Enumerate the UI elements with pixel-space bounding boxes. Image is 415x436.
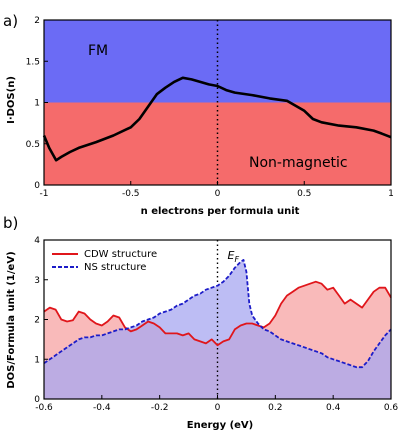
a-series: [42, 76, 392, 162]
a-y-tick-label: 1: [34, 99, 40, 109]
b-y-tick-label: 4: [34, 236, 40, 246]
a-y-axis-label: I·DOS(n): [6, 76, 17, 124]
region-label-non-magnetic: Non-magnetic: [249, 155, 348, 171]
a-x-tick-label: -1: [40, 189, 49, 199]
b-x-tick-label: 0.2: [268, 403, 282, 413]
a-x-axis-label: n electrons per formula unit: [141, 206, 300, 217]
a-y-tick-label: 1.5: [26, 57, 40, 67]
region-non-magnetic: [44, 102, 391, 185]
b-x-tick-label: -0.4: [93, 403, 111, 413]
panel-b: b) EF CDW structure NS structure -0.6 -0.4…: [3, 214, 398, 431]
fermi-level-label: EF: [228, 249, 240, 264]
legend: CDW structure NS structure: [52, 249, 157, 273]
panel-b-label: b): [3, 214, 18, 232]
b-x-ticks: -0.6 -0.4 -0.2 0 0.2 0.4 0.6: [35, 395, 398, 413]
a-x-tick-label: -0.5: [122, 189, 140, 199]
a-region-labels: FM Non-magnetic: [88, 43, 348, 171]
a-y-ticks: 0 0.5 1 1.5 2: [26, 16, 48, 191]
a-x-tick-label: 1: [388, 189, 394, 199]
a-x-tick-label: 0.5: [297, 189, 311, 199]
region-label-fm: FM: [88, 43, 108, 59]
fermi-level-symbol: E: [228, 249, 235, 262]
b-y-tick-label: 3: [34, 276, 40, 286]
b-y-tick-label: 2: [34, 316, 40, 326]
cdw-series-line: [43, 280, 392, 347]
a-y-tick-label: 0.5: [26, 140, 40, 150]
b-y-axis-label: DOS/Formula unit (1/eV): [6, 251, 17, 388]
panel-a-label: a): [3, 12, 18, 30]
a-y-tick-label: 0: [34, 181, 40, 191]
legend-label-ns: NS structure: [84, 262, 146, 273]
fermi-level-subscript: F: [234, 255, 239, 264]
b-x-axis-label: Energy (eV): [187, 420, 253, 431]
b-y-tick-label: 1: [34, 355, 40, 365]
b-x-tick-label: -0.2: [151, 403, 169, 413]
a-idos-line: [42, 76, 392, 162]
b-x-tick-label: 0: [215, 403, 221, 413]
b-area-fills: [44, 259, 391, 399]
b-y-ticks: 0 1 2 3 4: [34, 236, 48, 405]
ns-area-fill: [44, 259, 391, 399]
a-x-ticks: -1 -0.5 0 0.5 1: [40, 181, 394, 199]
a-x-tick-label: 0: [215, 189, 221, 199]
b-x-tick-label: -0.6: [35, 403, 53, 413]
a-y-tick-label: 2: [34, 16, 40, 26]
b-x-tick-label: 0.6: [384, 403, 399, 413]
b-series-lines: [43, 259, 392, 369]
b-y-tick-label: 0: [34, 395, 40, 405]
b-x-tick-label: 0.4: [326, 403, 341, 413]
legend-label-cdw: CDW structure: [84, 249, 157, 260]
ns-series-line: [43, 259, 392, 369]
